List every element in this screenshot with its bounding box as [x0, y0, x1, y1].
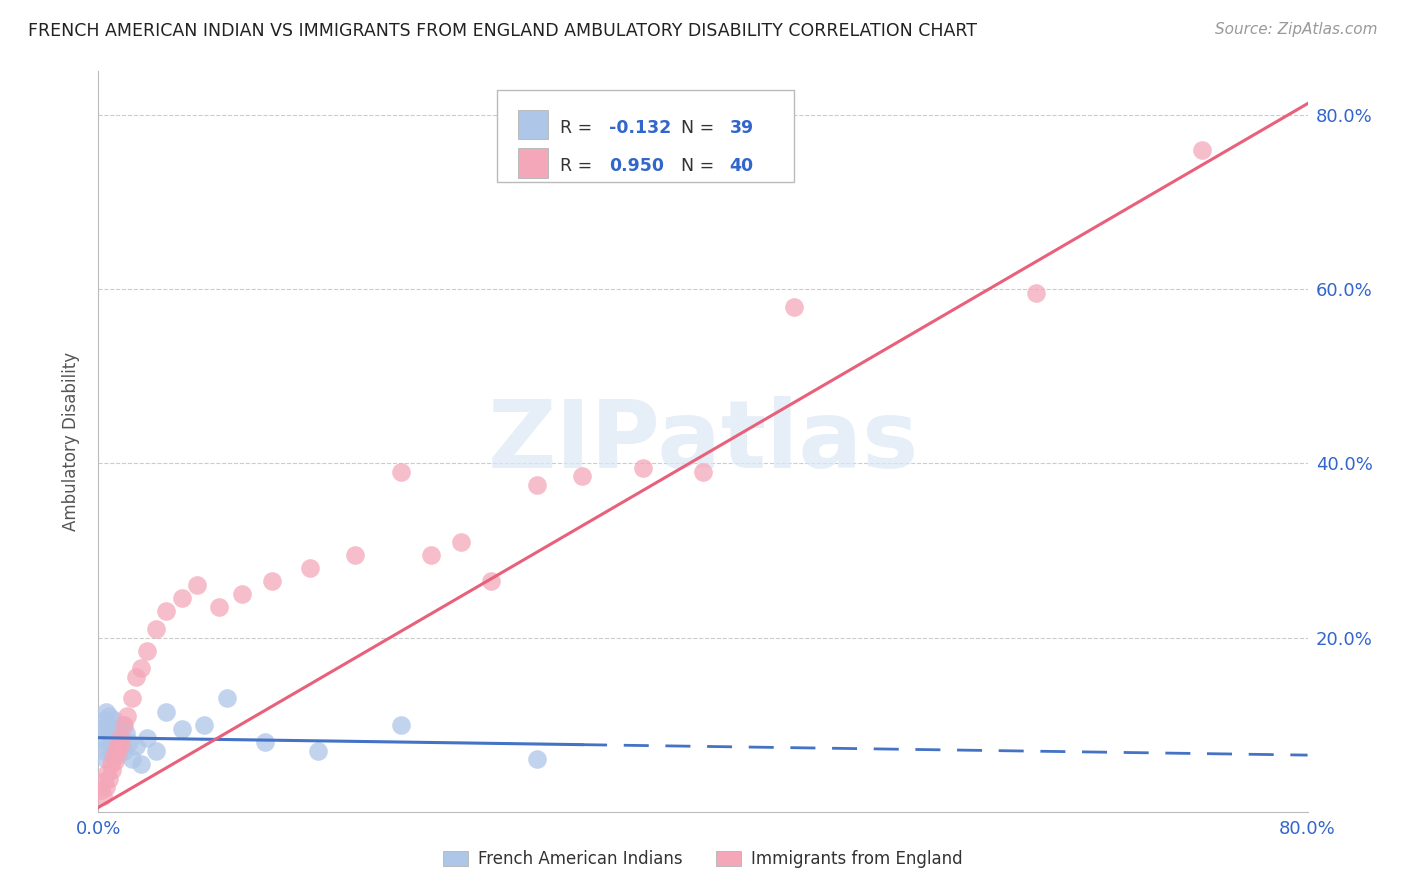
Point: [94, 780, 117, 795]
Point: [450, 534, 472, 549]
Point: [100, 756, 122, 771]
Point: [98, 772, 121, 786]
Point: [253, 735, 276, 749]
Point: [110, 737, 132, 751]
FancyBboxPatch shape: [517, 110, 548, 139]
Text: R =: R =: [561, 157, 598, 175]
Point: [103, 713, 125, 727]
Text: N =: N =: [682, 157, 720, 175]
Point: [129, 661, 152, 675]
FancyBboxPatch shape: [498, 90, 793, 183]
Point: [170, 591, 193, 606]
Text: -0.132: -0.132: [609, 119, 671, 136]
Point: [115, 709, 138, 723]
Point: [155, 705, 177, 719]
Point: [112, 744, 135, 758]
Point: [91, 789, 114, 803]
Point: [215, 691, 238, 706]
Point: [105, 739, 128, 754]
Point: [90, 783, 112, 797]
Text: 40: 40: [730, 157, 754, 175]
Point: [101, 763, 124, 777]
Point: [104, 726, 127, 740]
Point: [783, 300, 806, 314]
Point: [1024, 286, 1046, 301]
Point: [145, 622, 167, 636]
Text: ZIPatlas: ZIPatlas: [488, 395, 918, 488]
Point: [107, 746, 129, 760]
Text: Source: ZipAtlas.com: Source: ZipAtlas.com: [1215, 22, 1378, 37]
Point: [121, 752, 143, 766]
Point: [299, 561, 322, 575]
Point: [108, 722, 131, 736]
Point: [344, 548, 367, 562]
Legend: French American Indians, Immigrants from England: French American Indians, Immigrants from…: [436, 844, 970, 875]
Point: [231, 587, 253, 601]
Point: [96, 739, 118, 754]
Point: [114, 726, 136, 740]
Text: 0.950: 0.950: [609, 157, 664, 175]
Point: [100, 722, 122, 736]
Text: R =: R =: [561, 119, 598, 136]
Text: FRENCH AMERICAN INDIAN VS IMMIGRANTS FROM ENGLAND AMBULATORY DISABILITY CORRELAT: FRENCH AMERICAN INDIAN VS IMMIGRANTS FRO…: [28, 22, 977, 40]
Point: [93, 774, 115, 789]
Point: [112, 717, 135, 731]
Text: N =: N =: [682, 119, 720, 136]
Point: [110, 731, 132, 745]
FancyBboxPatch shape: [517, 148, 548, 178]
Point: [101, 748, 124, 763]
Point: [631, 460, 654, 475]
Point: [91, 731, 114, 745]
Point: [208, 600, 231, 615]
Point: [193, 717, 215, 731]
Point: [692, 465, 714, 479]
Point: [526, 478, 548, 492]
Point: [101, 731, 124, 745]
Point: [125, 739, 148, 754]
Point: [125, 670, 148, 684]
Point: [94, 705, 117, 719]
Point: [135, 731, 157, 745]
Point: [118, 735, 141, 749]
Point: [121, 691, 143, 706]
Point: [526, 752, 548, 766]
Point: [481, 574, 503, 588]
Point: [389, 717, 412, 731]
Point: [111, 717, 134, 731]
Point: [90, 722, 112, 736]
Point: [420, 548, 443, 562]
Text: 39: 39: [730, 119, 754, 136]
Point: [262, 574, 284, 588]
Point: [186, 578, 208, 592]
Point: [94, 752, 117, 766]
Point: [104, 754, 127, 768]
Point: [103, 748, 125, 763]
Point: [103, 744, 125, 758]
Point: [1191, 143, 1213, 157]
Point: [93, 744, 115, 758]
Point: [107, 748, 129, 763]
Point: [96, 765, 118, 780]
Point: [100, 735, 122, 749]
Point: [389, 465, 412, 479]
Point: [170, 722, 193, 736]
Point: [104, 739, 127, 754]
Point: [98, 709, 121, 723]
Point: [155, 604, 177, 618]
Point: [145, 744, 167, 758]
Point: [93, 713, 115, 727]
Point: [108, 731, 131, 745]
Y-axis label: Ambulatory Disability: Ambulatory Disability: [62, 352, 80, 531]
Point: [135, 643, 157, 657]
Point: [98, 726, 121, 740]
Point: [129, 756, 152, 771]
Point: [307, 744, 329, 758]
Point: [105, 735, 128, 749]
Point: [571, 469, 593, 483]
Point: [96, 717, 118, 731]
